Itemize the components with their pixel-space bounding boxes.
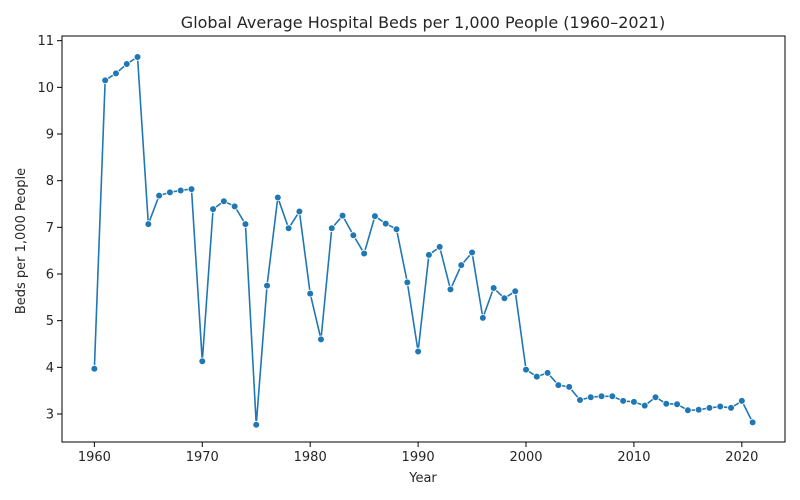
data-point: [619, 397, 627, 405]
data-point: [101, 76, 109, 85]
data-point: [144, 220, 153, 228]
data-point: [403, 278, 412, 287]
data-point: [112, 69, 120, 78]
data-point: [90, 364, 99, 373]
data-point: [684, 406, 692, 415]
axes-frame: [61, 35, 786, 443]
data-point: [327, 224, 336, 233]
data-point: [446, 285, 455, 294]
data-point: [360, 249, 368, 258]
y-axis: 3 4 5 6 7 8 9 10 11: [37, 34, 62, 423]
data-point: [317, 335, 325, 344]
data-point: [457, 261, 466, 269]
data-point: [640, 401, 649, 410]
data-point: [716, 402, 725, 411]
y-tick-label: 8: [46, 174, 54, 189]
data-point: [511, 287, 520, 296]
data-point: [522, 365, 530, 374]
data-point: [565, 383, 573, 391]
data-point: [252, 420, 261, 429]
x-axis: 1960 1970 1980 1990 2000 2010 2020: [78, 442, 758, 465]
data-point: [479, 314, 487, 322]
y-tick-label: 10: [37, 81, 54, 96]
data-point: [338, 211, 347, 220]
data-point: [241, 220, 250, 228]
data-point: [274, 193, 282, 202]
x-tick-label: 2000: [509, 450, 542, 465]
x-axis-label: Year: [408, 471, 437, 486]
x-tick-label: 1980: [294, 450, 327, 465]
data-point: [694, 405, 703, 414]
x-tick-label: 1990: [402, 450, 435, 465]
y-axis-label: Beds per 1,000 People: [14, 168, 29, 314]
data-point: [468, 248, 476, 257]
data-point: [198, 357, 207, 366]
data-point: [630, 398, 638, 406]
data-point: [371, 212, 379, 220]
data-point: [673, 400, 681, 409]
data-point: [306, 289, 314, 298]
data-point: [166, 188, 174, 197]
y-tick-label: 11: [37, 34, 54, 49]
data-point: [533, 372, 541, 381]
data-point: [187, 185, 196, 193]
y-tick-label: 6: [46, 268, 54, 283]
x-tick-label: 2010: [617, 450, 650, 465]
data-point: [209, 205, 217, 213]
data-point: [133, 53, 142, 61]
data-point: [176, 186, 185, 195]
plot-area: 1960 1970 1980 1990 2000 2010 2020 3 4 5 6 7 8 9 10 11: [37, 34, 786, 465]
data-point: [727, 404, 735, 412]
y-tick-label: 4: [46, 361, 54, 376]
data-point: [554, 381, 563, 389]
data-point: [651, 393, 660, 402]
data-point: [414, 347, 422, 356]
data-point: [425, 251, 433, 259]
data-point: [489, 284, 498, 292]
data-point: [122, 60, 131, 68]
data-point: [576, 396, 584, 404]
data-point: [230, 202, 239, 211]
data-point: [435, 243, 444, 251]
data-point: [748, 418, 757, 427]
data-point: [608, 392, 617, 401]
data-point: [543, 369, 552, 377]
x-tick-label: 1960: [78, 450, 111, 465]
y-tick-label: 3: [46, 408, 54, 423]
data-point: [349, 231, 358, 240]
data-point: [155, 191, 163, 200]
data-point: [263, 281, 271, 290]
x-tick-label: 1970: [186, 450, 219, 465]
data-point: [705, 404, 714, 412]
y-tick-label: 5: [46, 314, 54, 329]
data-point: [381, 219, 390, 228]
data-point: [738, 397, 746, 405]
data-point: [392, 225, 401, 234]
data-point: [586, 393, 595, 402]
data-point: [597, 392, 606, 401]
data-point: [284, 224, 293, 233]
series-markers: [90, 53, 757, 429]
x-tick-label: 2020: [725, 450, 758, 465]
data-point: [295, 207, 304, 216]
chart-title: Global Average Hospital Beds per 1,000 P…: [181, 13, 665, 32]
data-point: [500, 294, 509, 303]
data-point: [662, 399, 671, 408]
y-tick-label: 7: [46, 221, 54, 236]
data-point: [220, 197, 228, 206]
y-tick-label: 9: [46, 128, 54, 143]
